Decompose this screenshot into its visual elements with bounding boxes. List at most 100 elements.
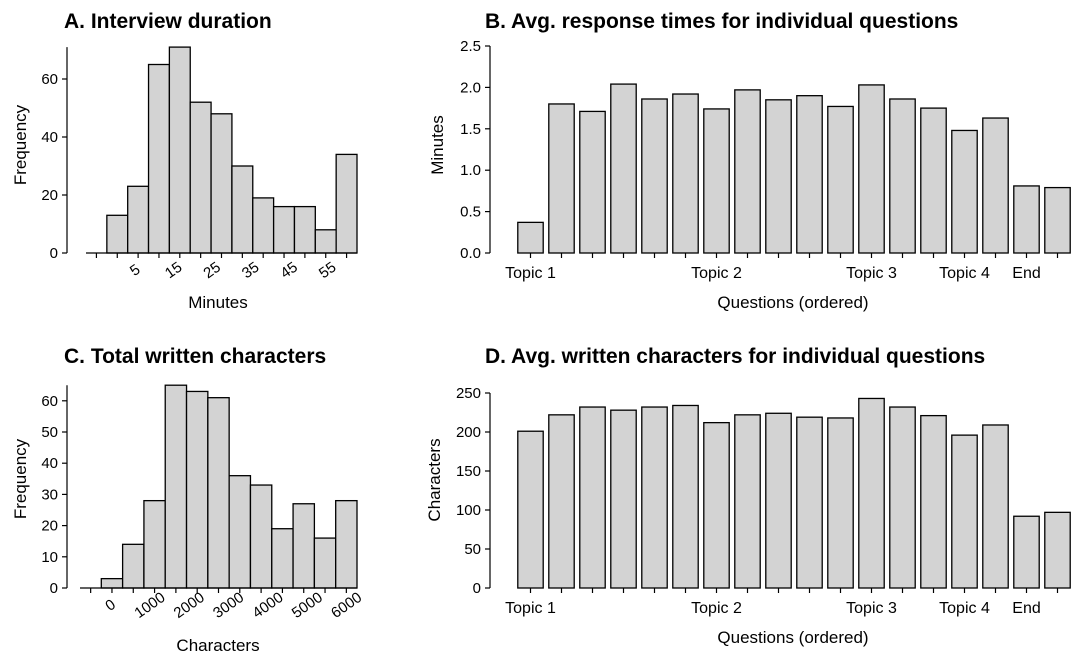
panel-d-bar [765,412,792,589]
panel-c-bar [228,475,252,589]
panel-b-bar [641,98,668,254]
panel-a-bar [272,205,296,254]
panel-d-written-characters: D. Avg. written characters for individua… [425,345,1071,647]
panel-a-y-label: Frequency [11,104,30,185]
panel-a-x-tick-label: 25 [200,259,223,282]
panel-b-bar [982,117,1009,254]
panel-c-bar [335,499,358,589]
panel-c-y-tick-label: 0 [50,580,58,597]
panel-b-bar [951,129,978,254]
panel-d-y-tick-label: 100 [456,502,481,519]
panel-a-bar [189,101,212,254]
panel-d-marks: 0 50 100 150 200 250 Topic 1 Topic 2 Topic 3 Topi… [456,385,1071,617]
panel-d-bar [610,409,637,589]
panel-d-x-label: Questions (ordered) [717,628,868,647]
panel-a-bar [293,205,316,254]
panel-b-y-tick-label: 0.5 [460,204,481,221]
panel-a-bar [106,214,129,254]
panel-c-bar [207,397,230,589]
panel-c-x-tick-label: 2000 [171,589,208,622]
panel-a-y-tick-label: 0 [50,245,58,262]
panel-d-bar [641,406,668,589]
panel-c-y-label: Frequency [11,438,30,519]
panel-d-y-label: Characters [425,438,444,521]
panel-b-category-label: End [1012,265,1040,282]
panel-a-bar [231,165,254,254]
panel-c-x-tick-label: 0 [102,596,119,615]
panel-d-bar [548,414,575,589]
panel-d-bar [1044,511,1071,589]
panel-d-bar [951,434,978,589]
panel-d-y-tick-label: 0 [473,580,481,597]
panel-b-bar [796,95,823,254]
panel-b-y-tick-label: 0.0 [460,245,481,262]
panel-c-y-tick-label: 10 [41,549,58,566]
panel-d-bar [1013,515,1040,589]
panel-c-y-tick-label: 20 [41,518,58,535]
panel-a-x-tick-label: 15 [162,259,185,282]
panel-d-bar [734,414,761,589]
panel-c-bar [313,537,337,589]
panel-c-title: C. Total written characters [64,345,326,368]
panel-d-category-label: Topic 3 [846,600,897,617]
panel-d-bar [672,404,699,589]
panel-d-category-label: Topic 4 [939,600,990,617]
panel-a-bar [168,46,191,254]
panel-a-x-tick-label: 45 [277,259,300,282]
panel-b-bar [579,110,606,254]
panel-a-title: A. Interview duration [64,10,272,33]
panel-b-bar [734,89,761,254]
panel-a-interview-duration: A. Interview duration Minutes Frequency … [11,10,358,312]
panel-a-bar [147,63,171,254]
panel-d-category-label: End [1012,600,1040,617]
panel-d-bar [796,416,823,589]
panel-d-bar [889,406,916,589]
panel-b-bar [672,93,699,254]
panel-b-bar [703,108,730,254]
panel-c-y-tick-label: 30 [41,486,58,503]
panel-a-x-label: Minutes [188,293,248,312]
panel-d-bar [517,430,544,589]
panel-a-y-tick-label: 60 [41,71,58,88]
panel-a-bar [127,185,150,254]
panel-c-bar [164,384,188,589]
panel-d-bar [982,424,1009,589]
panel-a-bar [314,229,337,254]
panel-b-bar [517,221,544,254]
panel-b-x-label: Questions (ordered) [717,293,868,312]
panel-d-bar [920,414,947,589]
panel-b-bar [889,98,916,254]
panel-b-category-label: Topic 1 [505,265,556,282]
panel-c-bar [292,503,316,589]
panel-c-y-tick-label: 50 [41,424,58,441]
panel-c-bar [271,528,294,589]
panel-a-bar [335,153,358,254]
panel-b-bar [858,84,885,254]
panel-b-bar [765,99,792,254]
panel-d-bar [703,421,730,589]
panel-b-y-label: Minutes [428,115,447,175]
panel-c-x-tick-label: 3000 [210,589,247,622]
panel-d-y-tick-label: 50 [464,541,481,558]
panel-c-y-tick-label: 60 [41,393,58,410]
panel-c-bar [143,499,166,589]
panel-b-category-label: Topic 3 [846,265,897,282]
panel-c-bar [249,484,273,589]
panel-d-category-label: Topic 1 [505,600,556,617]
panel-b-y-tick-label: 2.5 [460,38,481,55]
panel-c-bar [100,577,124,589]
panel-b-y-tick-label: 2.0 [460,79,481,96]
panel-b-category-label: Topic 4 [939,265,990,282]
panel-c-y-tick-label: 40 [41,455,58,472]
panel-d-y-tick-label: 200 [456,424,481,441]
panel-a-bar [252,197,275,254]
panel-a-bar [210,113,233,254]
panel-c-marks: 0 10 20 30 40 50 60 0 1000 2000 3000 4000 5000 6000 [41,384,365,622]
panel-b-bar [610,83,637,254]
panel-d-bar [579,406,606,589]
panel-b-bar [548,103,575,254]
panel-c-bar [185,390,209,589]
panel-d-y-tick-label: 150 [456,463,481,480]
panel-b-category-label: Topic 2 [691,265,742,282]
